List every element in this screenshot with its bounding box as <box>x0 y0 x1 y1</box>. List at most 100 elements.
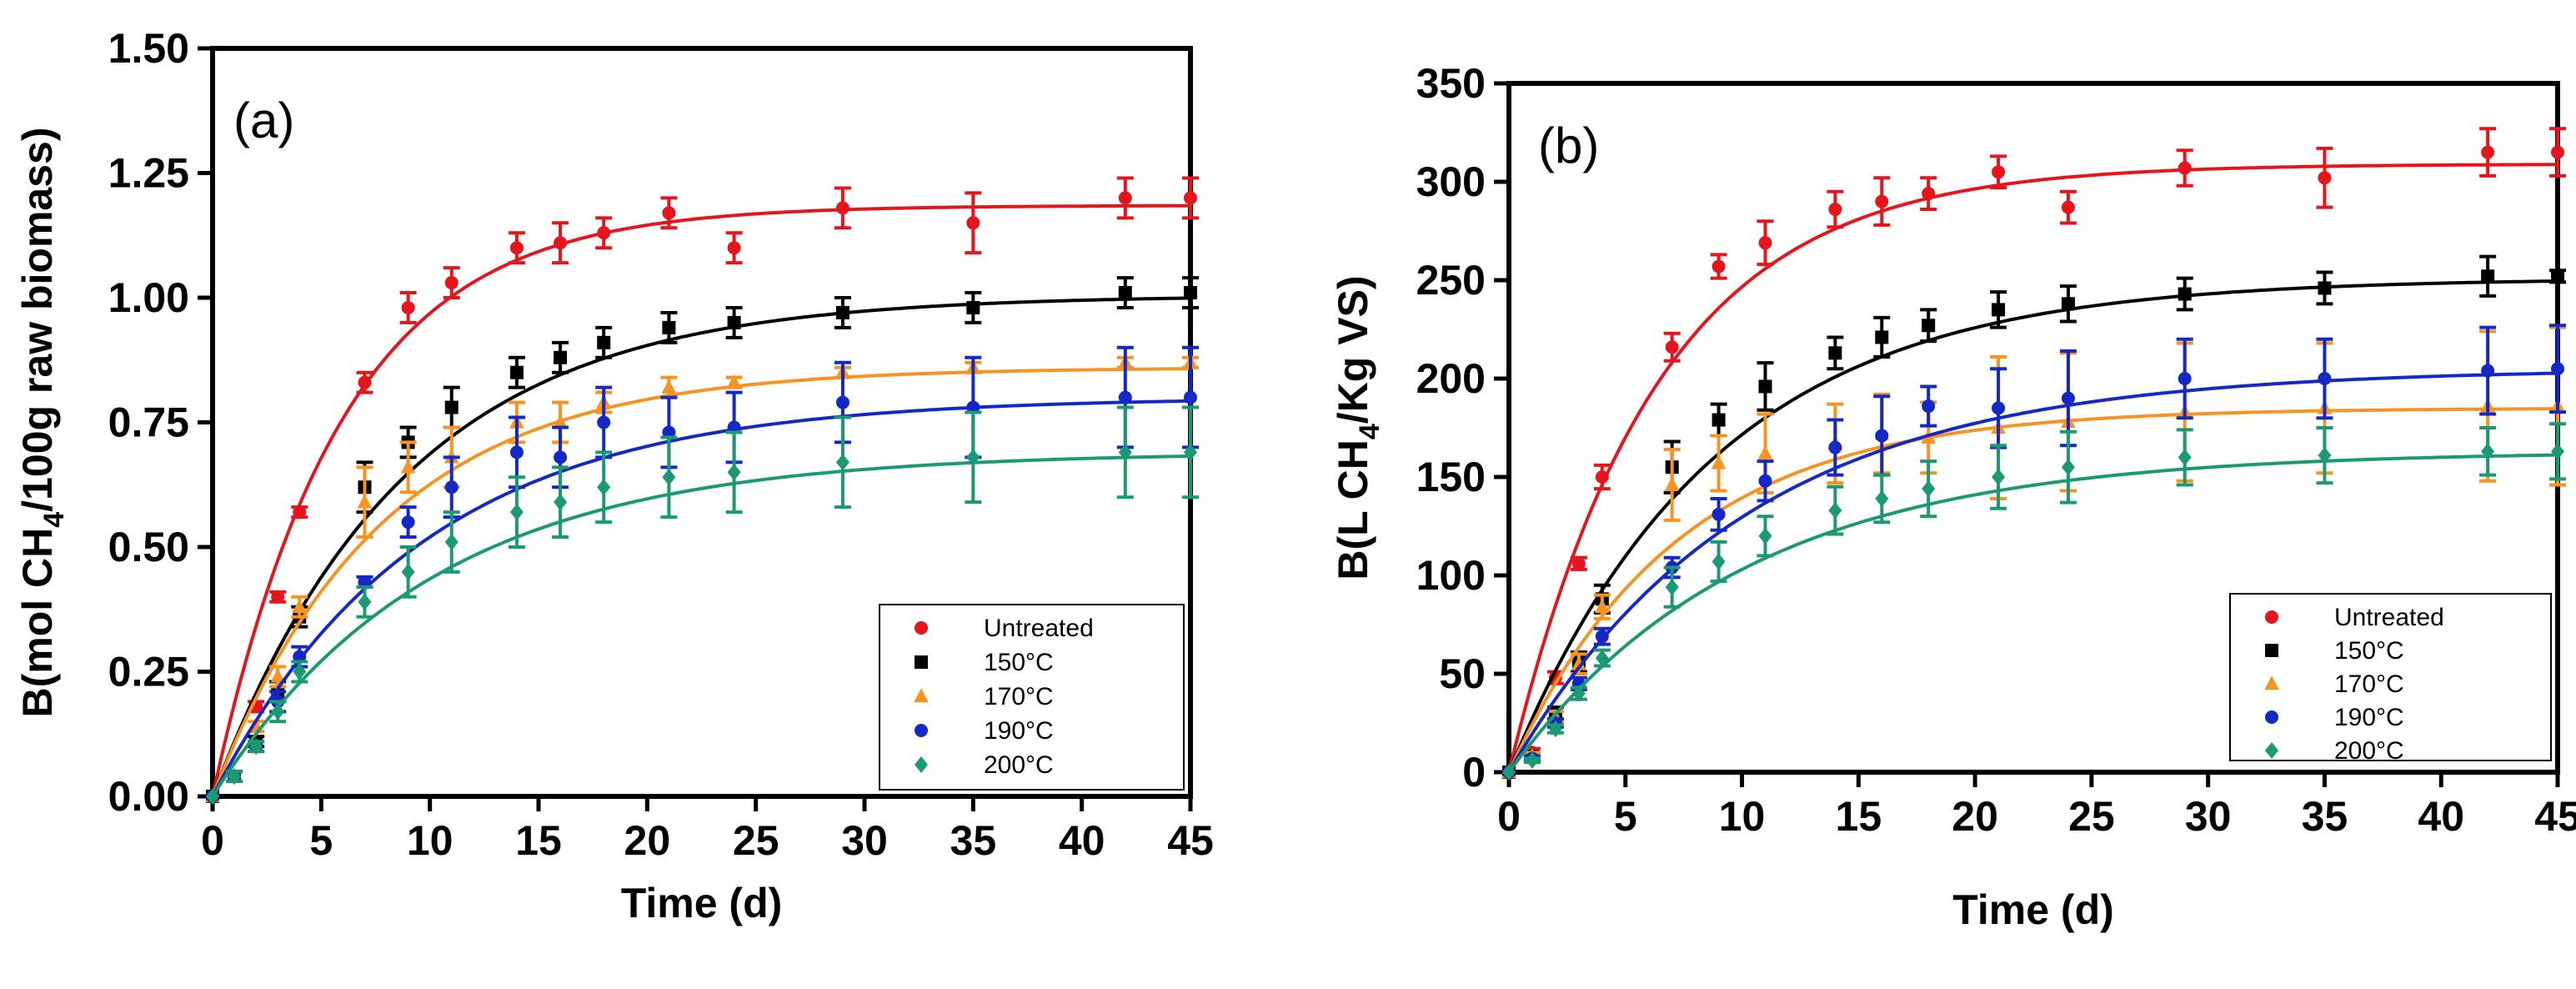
x-tick-label: 5 <box>309 817 333 864</box>
data-point <box>1571 685 1586 702</box>
legend-label: 190°C <box>2334 704 2404 731</box>
data-point <box>835 305 849 319</box>
fit-curve <box>211 367 1190 797</box>
data-point <box>1992 401 2006 415</box>
data-point <box>1118 191 1132 205</box>
legend-marker <box>2265 742 2278 759</box>
data-point <box>2551 269 2564 284</box>
x-tick-label: 10 <box>407 817 454 864</box>
data-point <box>1571 556 1586 570</box>
chart-panel-b: 0 5 10 15 20 25 30 35 40 45 0 50 100 150 200 250 300 350 T… <box>1330 60 2576 933</box>
data-point <box>509 241 524 255</box>
fit-curve <box>211 454 1191 798</box>
data-point <box>1875 330 1889 344</box>
data-point <box>1828 440 1842 454</box>
data-point <box>444 534 459 551</box>
x-tick-label: 15 <box>1836 793 1882 840</box>
data-point <box>1525 751 1539 769</box>
data-point <box>249 738 263 756</box>
x-tick-label: 25 <box>733 817 779 864</box>
data-point <box>2061 200 2075 214</box>
fit-curve <box>1507 163 2558 773</box>
data-point <box>2178 161 2192 175</box>
legend-label: Untreated <box>984 615 1094 642</box>
x-tick-label: 45 <box>2534 793 2576 840</box>
data-point <box>2061 391 2075 405</box>
data-point <box>2481 269 2495 284</box>
data-point <box>597 415 611 429</box>
data-point <box>2481 364 2495 378</box>
data-point <box>2551 145 2564 159</box>
legend-label: 170°C <box>2334 670 2404 698</box>
x-axis-title: Time (d) <box>621 880 783 926</box>
data-point <box>554 236 568 250</box>
x-tick-label: 25 <box>2068 793 2115 840</box>
data-point <box>357 494 373 509</box>
data-point <box>444 480 459 494</box>
data-point <box>966 216 980 230</box>
legend-label: 190°C <box>984 717 1054 745</box>
data-point <box>727 464 741 481</box>
legend-marker <box>2265 644 2278 657</box>
y-tick-label: 50 <box>1439 650 1486 697</box>
x-tick-label: 30 <box>841 817 888 864</box>
data-point <box>1922 399 1936 414</box>
panel-label: (b) <box>1538 118 1599 173</box>
data-point <box>1875 429 1889 443</box>
data-point <box>1118 390 1132 404</box>
data-point <box>2178 372 2192 385</box>
data-point <box>2551 443 2564 460</box>
data-point <box>509 445 524 459</box>
data-point <box>727 241 741 255</box>
data-point <box>1665 340 1679 354</box>
data-point <box>2318 372 2332 385</box>
legend-box <box>2229 593 2552 761</box>
series-200°C <box>206 405 1199 805</box>
x-tick-label: 20 <box>1952 793 1998 840</box>
y-tick-label: 250 <box>1416 257 1486 304</box>
data-point <box>1595 599 1610 613</box>
panel-label: (a) <box>233 93 294 148</box>
data-point <box>597 226 611 240</box>
data-point <box>2061 459 2075 476</box>
fit-curve <box>1507 407 2558 773</box>
data-point <box>400 459 416 474</box>
legend-label: 200°C <box>2334 737 2404 765</box>
y-tick-label: 1.00 <box>108 274 189 321</box>
x-tick-label: 35 <box>950 817 997 864</box>
data-point <box>554 494 568 511</box>
y-tick-label: 0 <box>1462 749 1486 796</box>
data-point <box>1922 187 1936 201</box>
data-point <box>835 454 849 471</box>
data-point <box>966 300 980 314</box>
legend-label: 170°C <box>984 683 1054 710</box>
x-tick-label: 10 <box>1719 793 1766 840</box>
data-point <box>271 590 285 604</box>
x-tick-label: 20 <box>624 817 671 864</box>
data-point <box>444 276 459 290</box>
data-point <box>1595 650 1609 667</box>
data-point <box>2551 362 2564 376</box>
y-tick-label: 0.00 <box>108 773 189 820</box>
data-point <box>2318 171 2332 185</box>
y-tick-label: 0.75 <box>108 399 189 446</box>
data-point <box>206 788 219 805</box>
data-point <box>727 315 741 329</box>
x-tick-label: 5 <box>1614 793 1637 840</box>
y-tick-label: 0.50 <box>108 524 189 570</box>
data-point <box>554 450 568 464</box>
x-tick-label: 0 <box>1497 793 1521 840</box>
data-point <box>835 201 849 215</box>
data-point <box>1595 470 1609 484</box>
fit-curve <box>1507 279 2558 773</box>
data-point <box>1118 286 1132 300</box>
data-point <box>2481 145 2495 159</box>
data-point <box>1665 579 1679 596</box>
data-point <box>966 449 980 466</box>
data-point <box>358 593 372 610</box>
data-point <box>554 350 568 364</box>
data-point <box>2178 449 2192 466</box>
data-point <box>270 668 285 683</box>
data-point <box>1664 476 1680 491</box>
